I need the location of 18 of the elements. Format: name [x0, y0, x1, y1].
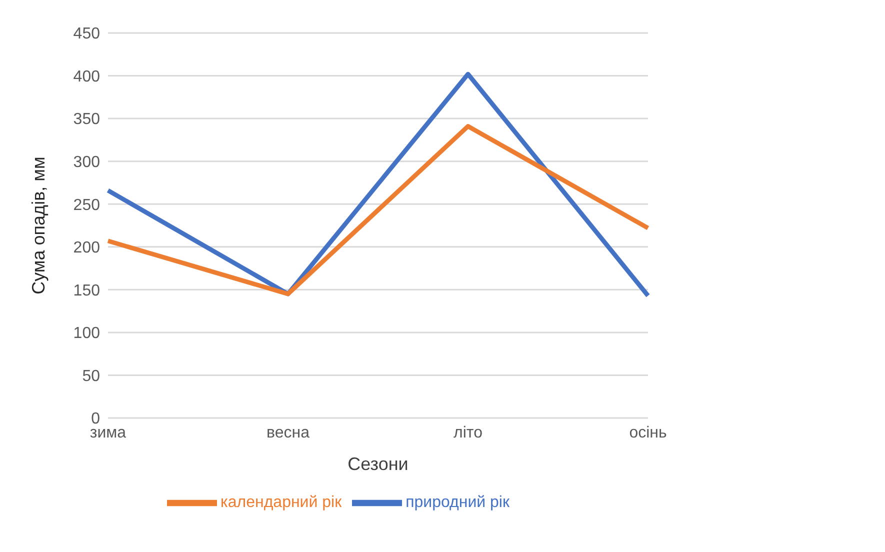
line-series: [106, 124, 650, 296]
x-tick-label: весна: [266, 424, 310, 442]
y-tick-label: 450: [73, 26, 100, 43]
x-tick-label: літо: [454, 424, 483, 442]
y-tick-label: 300: [73, 154, 100, 172]
y-tick-label: 350: [73, 111, 100, 128]
line-series: [106, 72, 650, 298]
y-tick-label: 100: [73, 325, 100, 342]
legend-label: природний рік: [406, 494, 510, 512]
x-tick-label: осінь: [629, 424, 667, 442]
y-tick-label: 200: [73, 240, 100, 257]
x-axis-title: Сезони: [348, 454, 408, 474]
y-axis-title: Сума опадів, мм: [28, 156, 48, 294]
y-tick-label: 150: [73, 282, 100, 300]
y-tick-label: 50: [82, 368, 100, 385]
y-tick-label: 250: [73, 196, 100, 214]
legend-label: календарний рік: [220, 494, 342, 512]
y-tick-label: 400: [73, 68, 100, 86]
